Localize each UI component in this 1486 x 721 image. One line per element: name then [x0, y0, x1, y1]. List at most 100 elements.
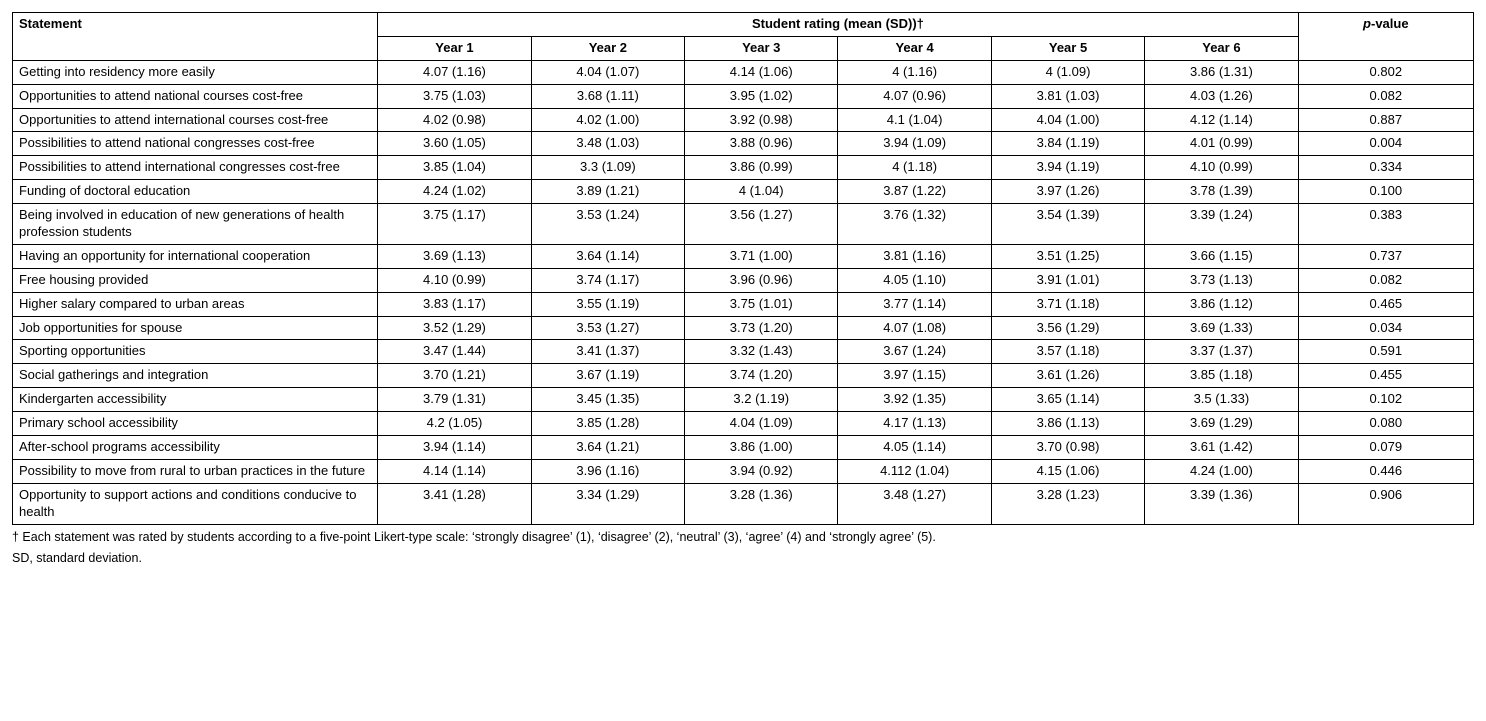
value-cell: 4.10 (0.99): [1145, 156, 1298, 180]
value-cell: 4.14 (1.06): [685, 60, 838, 84]
value-cell: 3.71 (1.00): [685, 244, 838, 268]
pvalue-cell: 0.465: [1298, 292, 1473, 316]
value-cell: 3.91 (1.01): [991, 268, 1144, 292]
statement-cell: Free housing provided: [13, 268, 378, 292]
pvalue-cell: 0.737: [1298, 244, 1473, 268]
value-cell: 4.24 (1.00): [1145, 459, 1298, 483]
value-cell: 3.37 (1.37): [1145, 340, 1298, 364]
statement-cell: Social gatherings and integration: [13, 364, 378, 388]
value-cell: 3.86 (1.12): [1145, 292, 1298, 316]
statement-cell: Opportunities to attend international co…: [13, 108, 378, 132]
value-cell: 4.1 (1.04): [838, 108, 991, 132]
pvalue-cell: 0.383: [1298, 204, 1473, 245]
pvalue-cell: 0.887: [1298, 108, 1473, 132]
value-cell: 3.2 (1.19): [685, 388, 838, 412]
value-cell: 3.68 (1.11): [531, 84, 684, 108]
value-cell: 3.81 (1.16): [838, 244, 991, 268]
value-cell: 3.47 (1.44): [378, 340, 531, 364]
value-cell: 3.67 (1.24): [838, 340, 991, 364]
value-cell: 4 (1.16): [838, 60, 991, 84]
col-header-year1: Year 1: [378, 36, 531, 60]
table-row: After-school programs accessibility3.94 …: [13, 436, 1474, 460]
value-cell: 3.70 (1.21): [378, 364, 531, 388]
statement-cell: Being involved in education of new gener…: [13, 204, 378, 245]
pvalue-cell: 0.591: [1298, 340, 1473, 364]
statement-cell: Funding of doctoral education: [13, 180, 378, 204]
value-cell: 4.02 (0.98): [378, 108, 531, 132]
col-header-statement: Statement: [13, 13, 378, 61]
value-cell: 4.03 (1.26): [1145, 84, 1298, 108]
value-cell: 3.96 (0.96): [685, 268, 838, 292]
value-cell: 4.04 (1.07): [531, 60, 684, 84]
value-cell: 3.51 (1.25): [991, 244, 1144, 268]
value-cell: 4.05 (1.10): [838, 268, 991, 292]
value-cell: 3.32 (1.43): [685, 340, 838, 364]
value-cell: 3.87 (1.22): [838, 180, 991, 204]
table-row: Possibility to move from rural to urban …: [13, 459, 1474, 483]
value-cell: 3.28 (1.23): [991, 483, 1144, 524]
value-cell: 3.79 (1.31): [378, 388, 531, 412]
value-cell: 4.07 (0.96): [838, 84, 991, 108]
table-row: Opportunities to attend international co…: [13, 108, 1474, 132]
col-header-year3: Year 3: [685, 36, 838, 60]
pvalue-cell: 0.100: [1298, 180, 1473, 204]
value-cell: 3.3 (1.09): [531, 156, 684, 180]
value-cell: 4.24 (1.02): [378, 180, 531, 204]
table-row: Sporting opportunities3.47 (1.44)3.41 (1…: [13, 340, 1474, 364]
statement-cell: Possibilities to attend international co…: [13, 156, 378, 180]
value-cell: 3.92 (0.98): [685, 108, 838, 132]
value-cell: 3.61 (1.26): [991, 364, 1144, 388]
value-cell: 3.67 (1.19): [531, 364, 684, 388]
footnote-likert: † Each statement was rated by students a…: [12, 529, 1474, 547]
value-cell: 4.112 (1.04): [838, 459, 991, 483]
table-row: Free housing provided4.10 (0.99)3.74 (1.…: [13, 268, 1474, 292]
value-cell: 3.70 (0.98): [991, 436, 1144, 460]
statement-cell: Job opportunities for spouse: [13, 316, 378, 340]
value-cell: 3.94 (1.09): [838, 132, 991, 156]
value-cell: 3.95 (1.02): [685, 84, 838, 108]
table-row: Opportunity to support actions and condi…: [13, 483, 1474, 524]
value-cell: 4.15 (1.06): [991, 459, 1144, 483]
value-cell: 4.05 (1.14): [838, 436, 991, 460]
pvalue-cell: 0.102: [1298, 388, 1473, 412]
value-cell: 3.84 (1.19): [991, 132, 1144, 156]
table-row: Higher salary compared to urban areas3.8…: [13, 292, 1474, 316]
value-cell: 3.60 (1.05): [378, 132, 531, 156]
table-row: Social gatherings and integration3.70 (1…: [13, 364, 1474, 388]
pvalue-cell: 0.079: [1298, 436, 1473, 460]
value-cell: 3.94 (1.14): [378, 436, 531, 460]
value-cell: 3.39 (1.24): [1145, 204, 1298, 245]
footnote-sd: SD, standard deviation.: [12, 550, 1474, 568]
pvalue-cell: 0.906: [1298, 483, 1473, 524]
value-cell: 4.04 (1.09): [685, 412, 838, 436]
pvalue-cell: 0.334: [1298, 156, 1473, 180]
value-cell: 3.41 (1.37): [531, 340, 684, 364]
table-head: Statement Student rating (mean (SD))† p-…: [13, 13, 1474, 61]
value-cell: 4.10 (0.99): [378, 268, 531, 292]
value-cell: 3.69 (1.13): [378, 244, 531, 268]
table-row: Funding of doctoral education4.24 (1.02)…: [13, 180, 1474, 204]
value-cell: 3.81 (1.03): [991, 84, 1144, 108]
value-cell: 3.89 (1.21): [531, 180, 684, 204]
pvalue-cell: 0.082: [1298, 84, 1473, 108]
table-row: Having an opportunity for international …: [13, 244, 1474, 268]
value-cell: 3.52 (1.29): [378, 316, 531, 340]
value-cell: 3.74 (1.17): [531, 268, 684, 292]
col-header-year6: Year 6: [1145, 36, 1298, 60]
value-cell: 3.97 (1.15): [838, 364, 991, 388]
value-cell: 3.66 (1.15): [1145, 244, 1298, 268]
statement-cell: Kindergarten accessibility: [13, 388, 378, 412]
col-header-rating-group: Student rating (mean (SD))†: [378, 13, 1298, 37]
statement-cell: Opportunities to attend national courses…: [13, 84, 378, 108]
value-cell: 3.77 (1.14): [838, 292, 991, 316]
table-row: Primary school accessibility4.2 (1.05)3.…: [13, 412, 1474, 436]
col-header-year5: Year 5: [991, 36, 1144, 60]
value-cell: 3.64 (1.14): [531, 244, 684, 268]
value-cell: 4.2 (1.05): [378, 412, 531, 436]
table-body: Getting into residency more easily4.07 (…: [13, 60, 1474, 524]
value-cell: 3.56 (1.29): [991, 316, 1144, 340]
value-cell: 3.76 (1.32): [838, 204, 991, 245]
statement-cell: Possibility to move from rural to urban …: [13, 459, 378, 483]
value-cell: 3.64 (1.21): [531, 436, 684, 460]
value-cell: 4.02 (1.00): [531, 108, 684, 132]
